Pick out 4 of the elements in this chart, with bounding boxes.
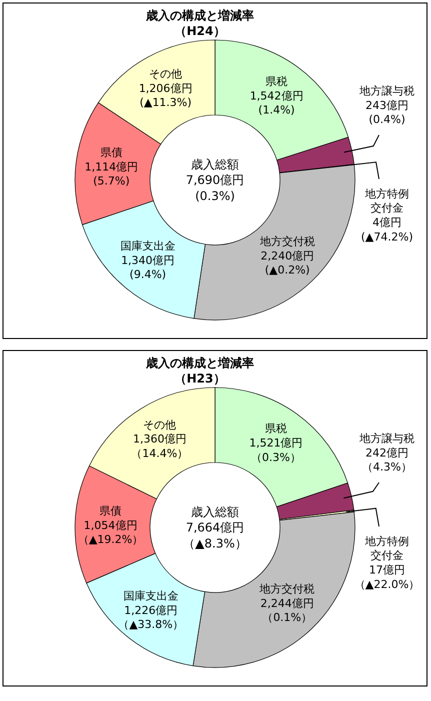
center-note: 歳入総額 7,664億円（▲8.3%） <box>183 505 247 550</box>
title: 歳入の構成と増減率（H23） <box>146 356 254 386</box>
center-note: 歳入総額 7,690億円 (0.3%) <box>186 158 244 203</box>
title: 歳入の構成と増減率（H24） <box>146 8 254 38</box>
